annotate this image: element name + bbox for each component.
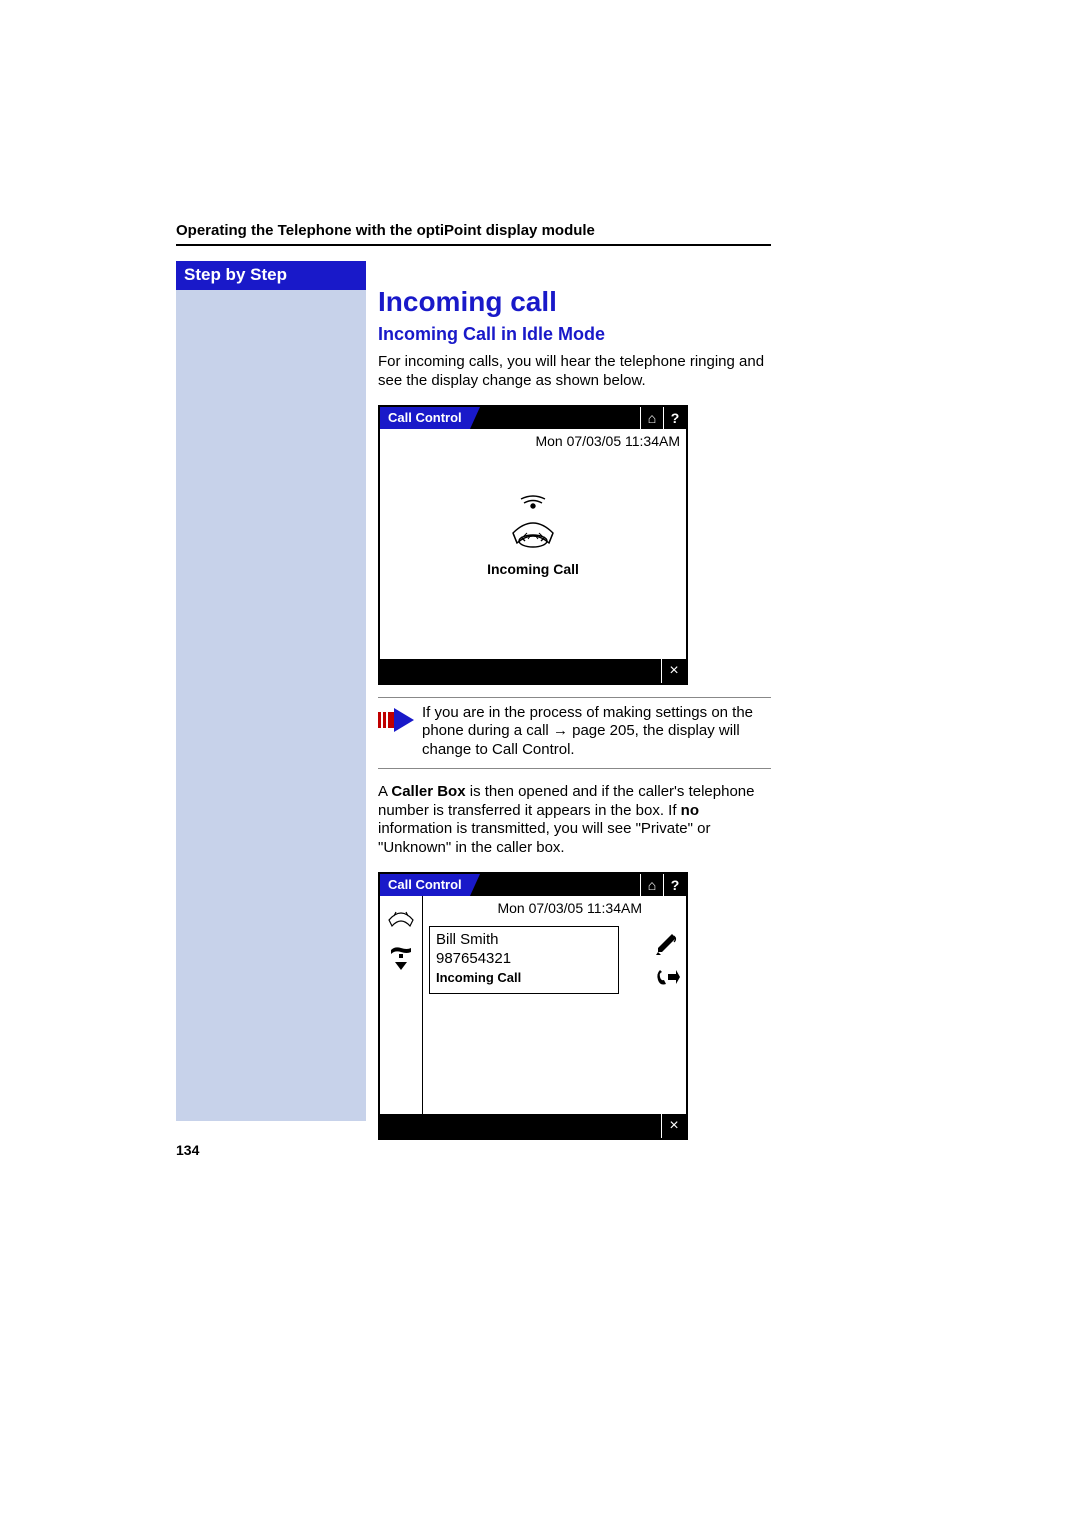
- note-text: If you are in the process of making sett…: [422, 704, 771, 760]
- datetime-label: Mon 07/03/05 11:34AM: [380, 429, 686, 449]
- hold-transfer-icon: [387, 942, 415, 970]
- right-softkey-column: [648, 896, 686, 1114]
- main-content: Incoming call Incoming Call in Idle Mode…: [378, 286, 771, 1140]
- display-main-area: Mon 07/03/05 11:34AM Bill Smith 98765432…: [423, 896, 648, 1114]
- home-icon: ⌂: [640, 407, 663, 429]
- home-icon: ⌂: [640, 874, 663, 896]
- arrow-glyph: →: [553, 722, 568, 739]
- cb-para-pre: A: [378, 783, 391, 800]
- titlebar-spacer: [480, 407, 640, 429]
- display-titlebar: Call Control ⌂ ?: [380, 874, 686, 896]
- cb-bold-1: Caller Box: [391, 783, 465, 800]
- tab-call-control: Call Control: [380, 407, 470, 429]
- section-heading-h2: Incoming Call in Idle Mode: [378, 324, 771, 345]
- caller-box: Bill Smith 987654321 Incoming Call: [429, 926, 619, 994]
- cb-para-post: information is transmitted, you will see…: [378, 820, 710, 856]
- close-icon: ×: [661, 1114, 686, 1138]
- display-bottombar: ×: [380, 1114, 686, 1138]
- display-body: Mon 07/03/05 11:34AM: [380, 429, 686, 659]
- sidebar-title: Step by Step: [176, 261, 366, 290]
- intro-paragraph: For incoming calls, you will hear the te…: [378, 353, 771, 391]
- display-mockup-2: Call Control ⌂ ?: [378, 872, 688, 1140]
- step-by-step-sidebar: Step by Step: [176, 261, 366, 1121]
- incoming-call-label: Incoming Call: [436, 970, 612, 986]
- titlebar-spacer: [480, 874, 640, 896]
- header-rule: [176, 244, 771, 246]
- transfer-icon: [654, 966, 680, 988]
- datetime-label: Mon 07/03/05 11:34AM: [423, 896, 648, 916]
- display-mockup-1: Call Control ⌂ ? Mon 07/03/05 11:34AM: [378, 405, 688, 685]
- page-number: 134: [176, 1142, 199, 1158]
- tab-notch: [470, 874, 480, 896]
- note-callout: If you are in the process of making sett…: [378, 697, 771, 769]
- page: Operating the Telephone with the optiPoi…: [0, 0, 1080, 1528]
- display-bottombar: ×: [380, 659, 686, 683]
- caller-box-paragraph: A Caller Box is then opened and if the c…: [378, 783, 771, 858]
- display-body: Mon 07/03/05 11:34AM Bill Smith 98765432…: [380, 896, 686, 1114]
- running-header: Operating the Telephone with the optiPoi…: [176, 222, 595, 239]
- tab-call-control: Call Control: [380, 874, 470, 896]
- cb-bold-2: no: [681, 802, 699, 819]
- caller-number: 987654321: [436, 950, 612, 969]
- left-softkey-column: [380, 896, 423, 1114]
- help-icon: ?: [663, 874, 686, 896]
- section-heading-h1: Incoming call: [378, 286, 771, 318]
- note-arrow-icon: [378, 704, 414, 737]
- incoming-call-label: Incoming Call: [380, 561, 686, 577]
- ringing-phone-icon: [380, 495, 686, 551]
- handset-small-icon: [386, 902, 416, 928]
- tab-notch: [470, 407, 480, 429]
- caller-name: Bill Smith: [436, 931, 612, 950]
- help-icon: ?: [663, 407, 686, 429]
- close-icon: ×: [661, 659, 686, 683]
- display-titlebar: Call Control ⌂ ?: [380, 407, 686, 429]
- edit-pen-icon: [654, 930, 680, 956]
